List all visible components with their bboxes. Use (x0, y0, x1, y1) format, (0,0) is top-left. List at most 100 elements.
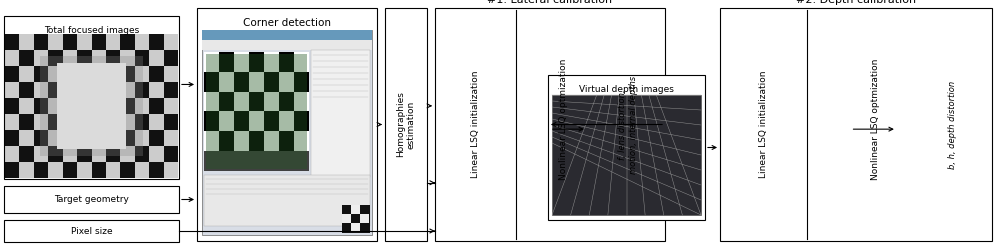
Bar (77, 98, 92, 114)
Bar (106, 98, 120, 114)
Bar (92, 82, 106, 98)
Bar (219, 92, 234, 112)
Bar (202, 30, 372, 235)
Bar (77, 50, 92, 66)
Bar (19, 162, 34, 178)
Bar (120, 50, 135, 66)
Bar (63, 66, 77, 82)
Bar (164, 114, 178, 130)
Text: Pixel size: Pixel size (71, 227, 112, 236)
Text: #2: Depth calibration: #2: Depth calibration (796, 0, 916, 5)
Bar (351, 214, 360, 223)
Bar (435, 8, 665, 241)
Bar (204, 52, 309, 171)
Bar (135, 130, 149, 146)
Bar (149, 34, 164, 50)
Bar (106, 50, 120, 66)
Bar (149, 98, 164, 114)
Bar (249, 112, 264, 131)
Bar (77, 146, 92, 162)
Bar (135, 34, 149, 50)
Bar (204, 52, 219, 72)
Bar (120, 130, 135, 146)
Bar (92, 114, 106, 130)
Bar (77, 114, 92, 130)
Bar (264, 52, 279, 72)
Text: Linear LSQ initialization: Linear LSQ initialization (471, 71, 480, 178)
Bar (63, 34, 77, 50)
Bar (19, 82, 34, 98)
Bar (48, 114, 63, 130)
Bar (77, 34, 92, 50)
Bar (34, 146, 48, 162)
Bar (249, 72, 264, 92)
Bar (149, 114, 164, 130)
Bar (40, 56, 143, 156)
Bar (34, 34, 48, 50)
Bar (164, 50, 178, 66)
Bar (34, 98, 48, 114)
Bar (92, 66, 106, 82)
Bar (48, 98, 63, 114)
Bar (77, 66, 92, 82)
Bar (164, 82, 178, 98)
Bar (249, 131, 264, 151)
Bar (164, 98, 178, 114)
Bar (204, 112, 219, 131)
Bar (5, 34, 19, 50)
Bar (5, 130, 19, 146)
Bar (135, 66, 149, 82)
Bar (5, 98, 19, 114)
Bar (5, 82, 19, 98)
Text: Nonlinear LSQ optmization: Nonlinear LSQ optmization (559, 59, 568, 180)
Bar (120, 162, 135, 178)
Bar (294, 72, 309, 92)
Bar (249, 92, 264, 112)
Bar (34, 130, 48, 146)
Bar (63, 162, 77, 178)
Bar (92, 34, 106, 50)
Text: Total focused images: Total focused images (44, 26, 139, 35)
Bar (92, 98, 106, 114)
Bar (48, 50, 63, 66)
Bar (34, 82, 48, 98)
Bar (77, 130, 92, 146)
Bar (63, 114, 77, 130)
Bar (204, 131, 219, 151)
Bar (19, 130, 34, 146)
Bar (19, 66, 34, 82)
Bar (19, 146, 34, 162)
Bar (4, 186, 179, 213)
Bar (342, 223, 351, 232)
Bar (164, 66, 178, 82)
Bar (149, 50, 164, 66)
Bar (204, 175, 370, 226)
Bar (106, 114, 120, 130)
Bar (164, 146, 178, 162)
Bar (206, 54, 307, 169)
Bar (5, 162, 19, 178)
Bar (360, 223, 369, 232)
Bar (135, 162, 149, 178)
Bar (204, 92, 219, 112)
Bar (720, 8, 992, 241)
Bar (120, 66, 135, 82)
Bar (351, 205, 360, 214)
Bar (149, 130, 164, 146)
Bar (135, 114, 149, 130)
Bar (48, 146, 63, 162)
Bar (264, 92, 279, 112)
Bar (279, 52, 294, 72)
Bar (19, 34, 34, 50)
Bar (5, 114, 19, 130)
Bar (249, 52, 264, 72)
Bar (5, 50, 19, 66)
Bar (164, 162, 178, 178)
Bar (63, 98, 77, 114)
Bar (351, 223, 360, 232)
Bar (57, 63, 126, 149)
Bar (4, 16, 179, 179)
Bar (135, 98, 149, 114)
Bar (48, 66, 63, 82)
Bar (135, 82, 149, 98)
